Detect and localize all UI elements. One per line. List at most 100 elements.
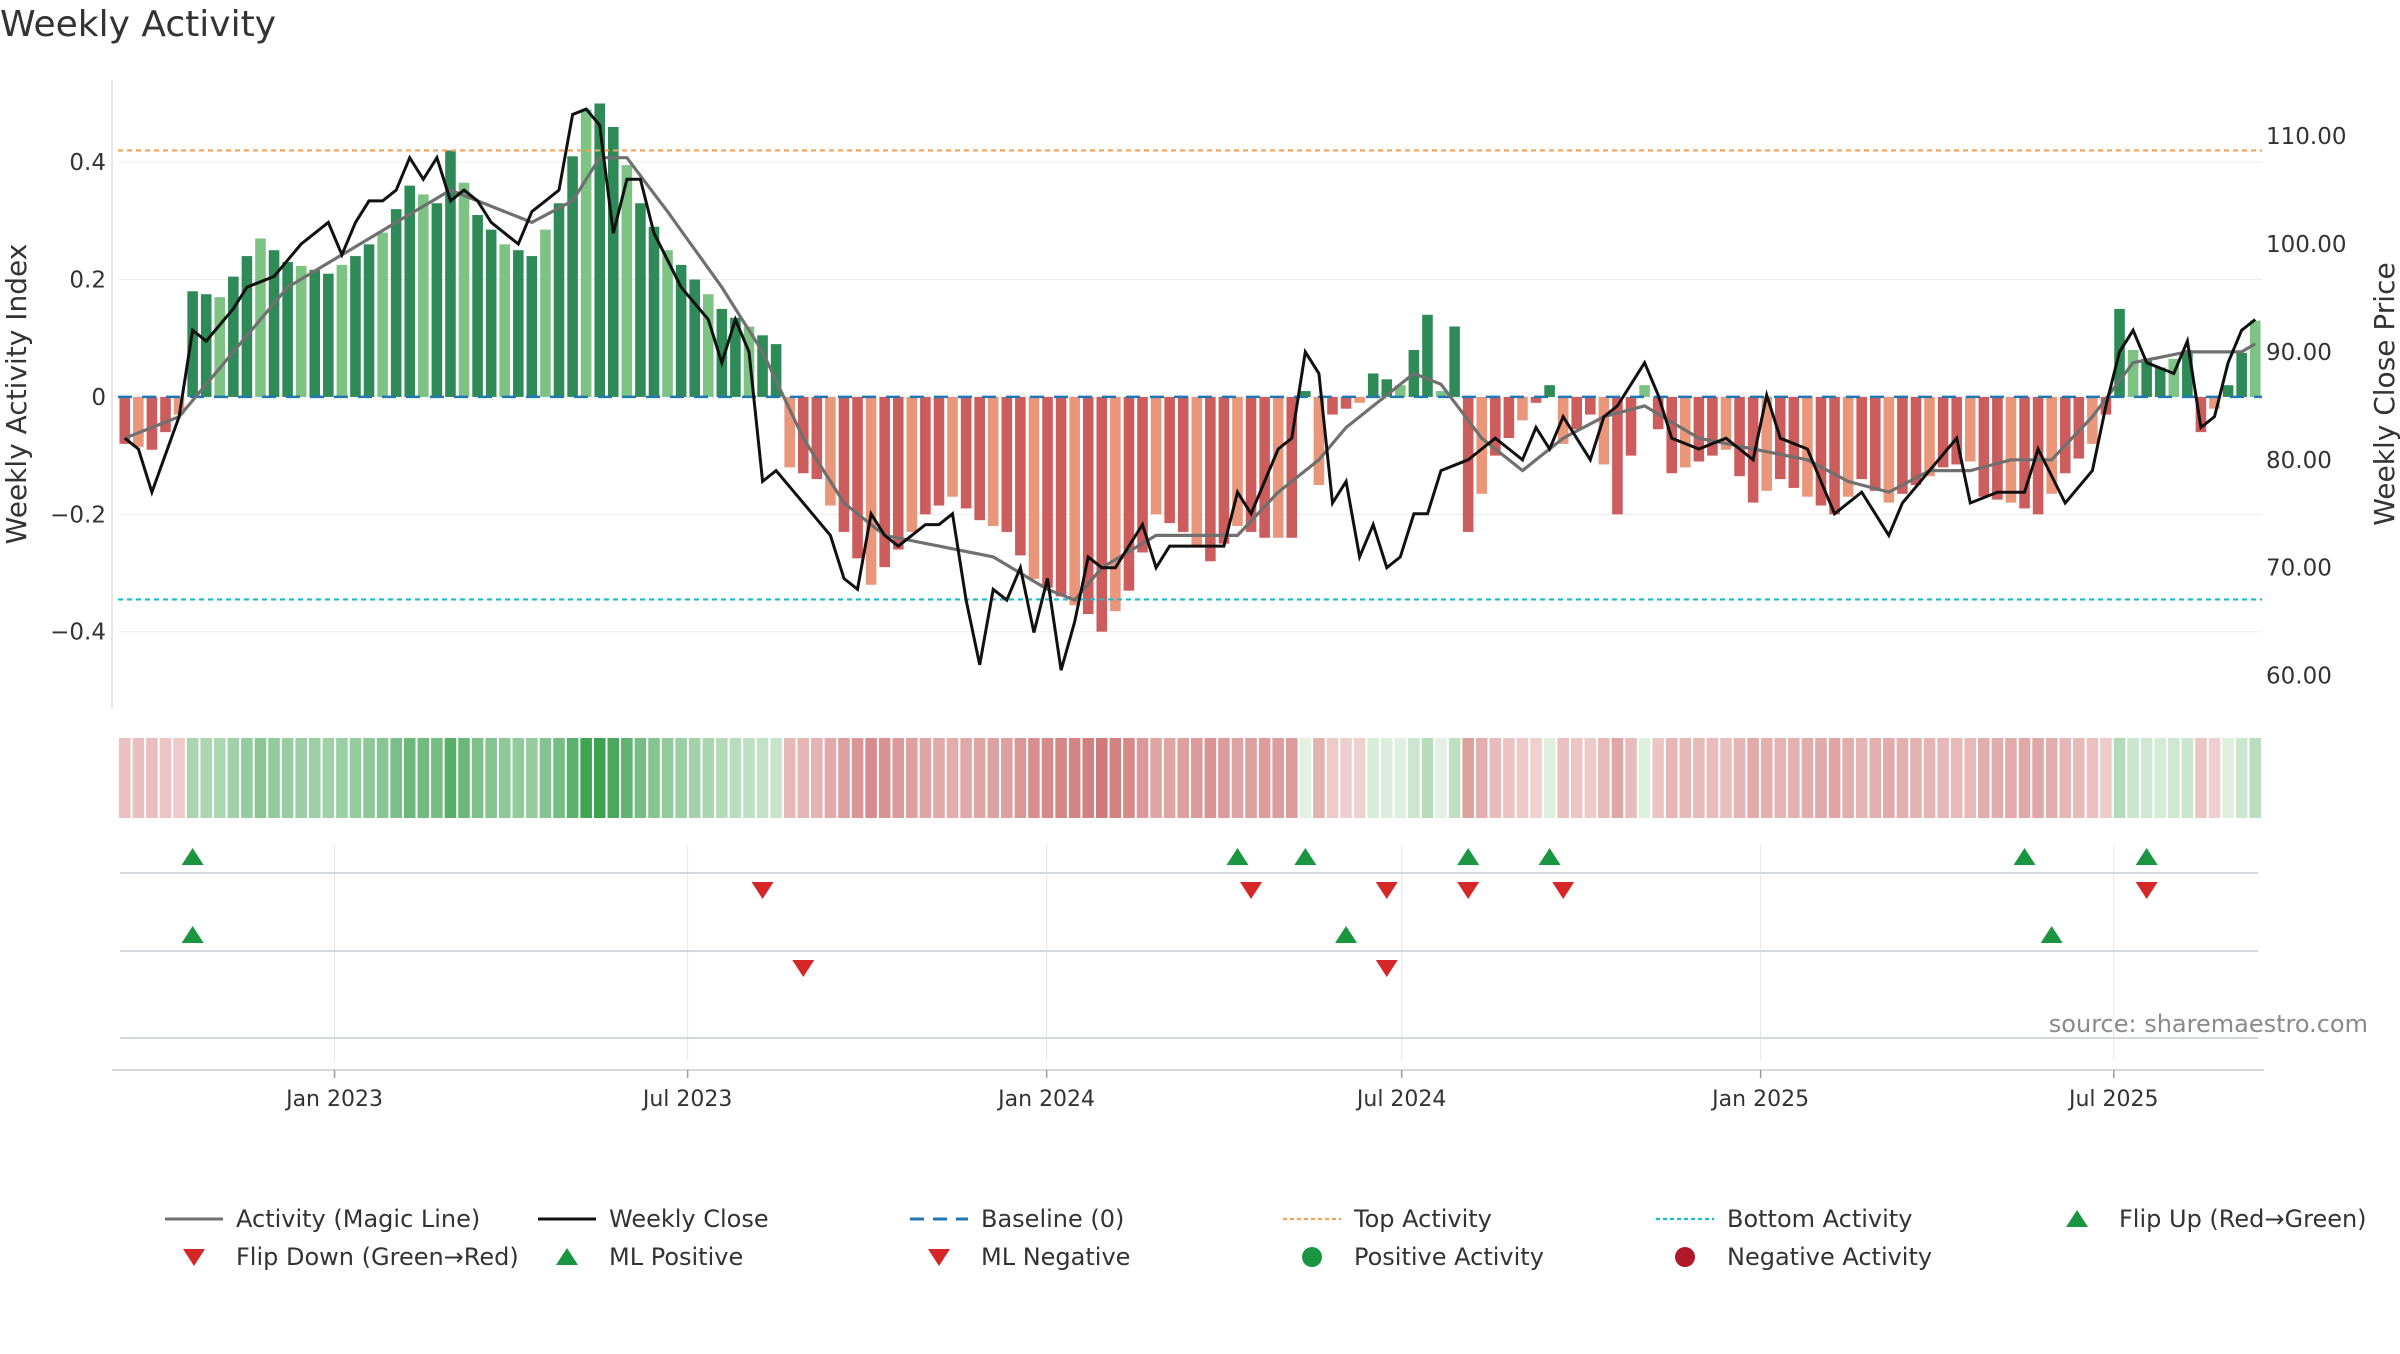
heat-cell: [960, 738, 972, 818]
activity-bar: [770, 344, 782, 397]
legend-label: ML Negative: [981, 1243, 1130, 1271]
heat-cell: [1435, 738, 1447, 818]
heat-cell: [1231, 738, 1244, 818]
activity-bar: [1815, 396, 1827, 506]
activity-bar: [567, 156, 578, 397]
activity-bar: [1286, 396, 1298, 538]
heat-cell: [1191, 738, 1203, 818]
heat-cell: [2222, 738, 2234, 818]
legend-item: Flip Up (Red→Green): [2066, 1205, 2367, 1233]
heat-cell: [349, 738, 362, 818]
activity-bar: [1381, 379, 1393, 397]
activity-bar: [960, 396, 972, 509]
heat-cell: [295, 738, 307, 818]
heat-cell: [526, 738, 538, 818]
heat-cell: [634, 738, 647, 818]
heat-cell: [1937, 738, 1949, 818]
flip-up-marker: [181, 848, 204, 865]
heat-cell: [1285, 738, 1298, 818]
activity-bar: [268, 250, 280, 397]
flip-down-marker: [751, 882, 774, 899]
heat-cell: [1964, 738, 1977, 818]
activity-bar: [1530, 396, 1542, 403]
ml-positive-marker: [1335, 926, 1358, 943]
heat-cell: [1462, 738, 1474, 818]
activity-bar: [1639, 385, 1650, 397]
heat-cell: [851, 738, 864, 818]
heat-cell: [512, 738, 525, 818]
flip-up-marker: [2135, 848, 2158, 865]
activity-bars: [119, 103, 2261, 632]
heat-cell: [1313, 738, 1325, 818]
page-title: Weekly Activity: [0, 4, 277, 45]
activity-bar: [1829, 396, 1840, 515]
activity-bar: [1245, 396, 1257, 532]
y2-axis-title: Weekly Close Price: [2368, 262, 2400, 525]
activity-bar: [513, 250, 524, 397]
legend-label: Flip Down (Green→Red): [236, 1243, 519, 1271]
heat-cell: [2249, 738, 2261, 818]
legend-label: Bottom Activity: [1727, 1205, 1912, 1233]
heat-cell: [675, 738, 687, 818]
activity-bar: [336, 264, 348, 397]
activity-bar: [526, 256, 538, 397]
activity-bar: [1720, 396, 1732, 450]
legend-item: Top Activity: [1283, 1205, 1492, 1233]
heat-cell: [1611, 738, 1624, 818]
heat-cell: [566, 738, 579, 818]
activity-bar: [2127, 349, 2139, 397]
heat-cell: [1340, 738, 1352, 818]
heat-cell: [1760, 738, 1773, 818]
legend-label: Negative Activity: [1727, 1243, 1932, 1271]
heat-cell: [498, 738, 511, 818]
heat-cell: [1720, 738, 1732, 818]
heat-cell: [213, 738, 226, 818]
y2-tick-label: 110.00: [2266, 124, 2346, 150]
activity-bar: [2032, 396, 2044, 515]
activity-bar: [445, 150, 456, 397]
heat-cell: [1503, 738, 1515, 818]
activity-bar: [295, 265, 307, 397]
activity-bar: [1177, 396, 1189, 532]
activity-bar: [879, 396, 890, 568]
activity-bar: [1272, 396, 1284, 538]
legend-item: ML Negative: [928, 1243, 1130, 1271]
activity-bar: [1069, 396, 1080, 606]
ml-positive-marker: [181, 926, 204, 943]
activity-bar: [1082, 396, 1094, 615]
ml-positive-marker: [2040, 926, 2063, 943]
legend-swatch-triangle-up: [2066, 1210, 2088, 1227]
heat-cell: [2005, 738, 2017, 818]
activity-bar: [214, 297, 226, 397]
heat-cell: [1448, 738, 1461, 818]
activity-bar: [133, 396, 144, 447]
heat-cell: [580, 738, 592, 818]
activity-bar: [485, 229, 497, 397]
heat-cell: [702, 738, 715, 818]
heat-cell: [1896, 738, 1909, 818]
activity-bar: [852, 396, 863, 559]
activity-bar: [689, 279, 701, 397]
activity-bar: [241, 256, 253, 397]
heat-cell: [1353, 738, 1366, 818]
activity-bar: [1137, 396, 1148, 553]
heat-cell: [1652, 738, 1664, 818]
heat-cell: [1109, 738, 1122, 818]
legend-label: Flip Up (Red→Green): [2119, 1205, 2367, 1233]
legend-swatch-circle: [1675, 1247, 1695, 1267]
source-note: source: sharemaestro.com: [2048, 1010, 2368, 1038]
heat-cell: [376, 738, 389, 818]
activity-bar: [282, 261, 293, 397]
y2-tick-label: 60.00: [2266, 664, 2332, 690]
activity-bar: [1462, 396, 1474, 532]
activity-bar: [1191, 396, 1203, 547]
activity-bar: [784, 396, 795, 468]
heat-cell: [1001, 738, 1013, 818]
heat-cell: [2018, 738, 2031, 818]
flip-down-marker: [1240, 882, 1263, 899]
flip-up-marker: [1457, 848, 1480, 865]
heat-cell: [1788, 738, 1800, 818]
heat-cell: [2208, 738, 2221, 818]
heat-cell: [1489, 738, 1502, 818]
legend-item: Bottom Activity: [1656, 1205, 1912, 1233]
